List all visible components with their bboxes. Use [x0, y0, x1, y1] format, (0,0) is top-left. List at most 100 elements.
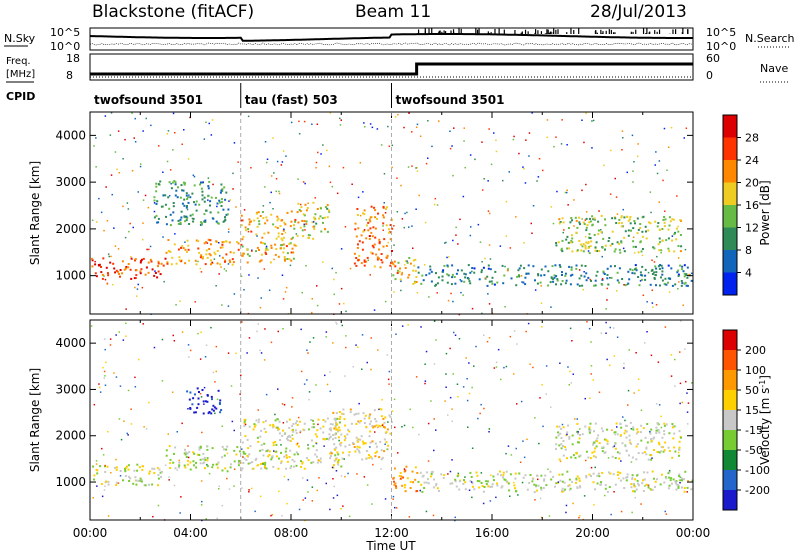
heatmap-cell	[258, 260, 261, 263]
heatmap-cell	[454, 282, 457, 285]
heatmap-cell	[340, 433, 343, 436]
heatmap-cell	[195, 209, 198, 212]
heatmap-cell	[389, 415, 392, 418]
heatmap-cell	[680, 280, 683, 282]
heatmap-cell	[212, 463, 215, 466]
heatmap-cell	[649, 432, 652, 435]
heatmap-cell	[671, 423, 674, 425]
heatmap-cell	[248, 425, 251, 428]
heatmap-cell	[270, 458, 273, 461]
heatmap-scatter-cell	[562, 231, 564, 234]
heatmap-scatter-cell	[445, 373, 447, 375]
heatmap-scatter-cell	[183, 129, 185, 131]
heatmap-cell	[337, 459, 340, 461]
heatmap-cell	[221, 243, 224, 246]
heatmap-cell	[568, 437, 571, 440]
heatmap-cell	[533, 483, 536, 486]
heatmap-scatter-cell	[532, 366, 534, 369]
heatmap-cell	[194, 203, 197, 206]
heatmap-scatter-cell	[172, 334, 174, 337]
heatmap-cell	[276, 215, 279, 218]
heatmap-cell	[396, 272, 399, 274]
heatmap-scatter-cell	[400, 184, 402, 187]
heatmap-scatter-cell	[306, 349, 308, 351]
heatmap-cell	[104, 471, 107, 473]
heatmap-cell	[539, 281, 542, 284]
heatmap-cell	[167, 196, 170, 199]
noise-right-tick-bottom: 10^0	[706, 40, 736, 53]
heatmap-scatter-cell	[412, 247, 414, 249]
heatmap-cell	[221, 445, 224, 448]
heatmap-cell	[208, 252, 211, 255]
heatmap-scatter-cell	[401, 426, 403, 428]
heatmap-cell	[302, 235, 305, 238]
heatmap-cell	[562, 490, 565, 493]
nave-label: Nave	[760, 62, 788, 75]
heatmap-cell	[275, 237, 278, 240]
heatmap-cell	[295, 451, 298, 454]
heatmap-cell	[633, 272, 636, 275]
heatmap-cell	[686, 284, 689, 287]
heatmap-cell	[642, 427, 645, 430]
heatmap-scatter-cell	[304, 497, 307, 499]
heatmap-scatter-cell	[614, 433, 616, 436]
heatmap-cell	[558, 444, 561, 447]
heatmap-scatter-cell	[466, 399, 469, 402]
heatmap-scatter-cell	[680, 320, 682, 322]
heatmap-cell	[373, 425, 376, 428]
heatmap-cell	[594, 284, 597, 287]
heatmap-cell	[596, 437, 599, 440]
heatmap-cell	[602, 270, 605, 273]
heatmap-cell	[451, 276, 454, 279]
heatmap-scatter-cell	[471, 496, 473, 499]
heatmap-cell	[667, 264, 670, 267]
heatmap-cell	[514, 477, 517, 480]
heatmap-scatter-cell	[680, 220, 682, 222]
heatmap-cell	[532, 265, 535, 268]
heatmap-cell	[282, 236, 285, 239]
heatmap-cell	[634, 245, 637, 248]
heatmap-scatter-cell	[524, 182, 527, 184]
heatmap-scatter-cell	[142, 130, 144, 132]
heatmap-cell	[257, 211, 260, 214]
heatmap-cell	[247, 228, 250, 231]
heatmap-scatter-cell	[393, 291, 395, 293]
heatmap-cell	[332, 438, 334, 441]
heatmap-cell	[656, 478, 658, 481]
heatmap-cell	[442, 270, 444, 273]
heatmap-scatter-cell	[449, 396, 452, 399]
heatmap-cell	[604, 218, 606, 221]
heatmap-cell	[93, 474, 96, 477]
heatmap-cell	[155, 202, 158, 205]
heatmap-cell	[287, 435, 289, 438]
heatmap-cell	[220, 198, 223, 201]
heatmap-cell	[592, 443, 595, 446]
heatmap-scatter-cell	[464, 166, 466, 169]
heatmap-scatter-cell	[275, 178, 278, 180]
heatmap-cell	[507, 482, 510, 485]
heatmap-scatter-cell	[686, 491, 688, 493]
heatmap-cell	[219, 401, 221, 404]
heatmap-cell	[281, 239, 284, 242]
heatmap-cell	[601, 278, 604, 281]
heatmap-cell	[200, 187, 203, 190]
heatmap-cell	[518, 472, 521, 475]
heatmap-cell	[667, 281, 669, 284]
heatmap-cell	[182, 247, 185, 250]
heatmap-cell	[135, 274, 138, 277]
heatmap-scatter-cell	[331, 185, 334, 188]
heatmap-scatter-cell	[256, 330, 258, 333]
heatmap-cell	[222, 220, 225, 223]
heatmap-scatter-cell	[351, 183, 353, 185]
heatmap-cell	[464, 481, 467, 484]
heatmap-scatter-cell	[632, 181, 634, 183]
heatmap-cell	[378, 248, 381, 251]
heatmap-scatter-cell	[331, 466, 334, 469]
heatmap-cell	[621, 442, 624, 445]
heatmap-scatter-cell	[139, 165, 142, 168]
heatmap-cell	[157, 183, 160, 186]
heatmap-scatter-cell	[300, 370, 303, 373]
heatmap-cell	[354, 450, 357, 453]
heatmap-scatter-cell	[658, 201, 660, 203]
heatmap-cell	[584, 265, 587, 267]
